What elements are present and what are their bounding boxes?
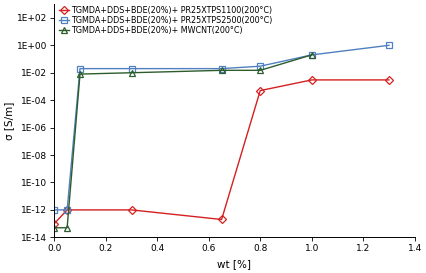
TGMDA+DDS+BDE(20%)+ PR25XTPS1100(200°C): [386, 78, 391, 82]
TGMDA+DDS+BDE(20%)+ PR25XTPS2500(200°C): [258, 64, 263, 68]
Line: TGMDA+DDS+BDE(20%)+ MWCNT(200°C): TGMDA+DDS+BDE(20%)+ MWCNT(200°C): [52, 52, 314, 230]
TGMDA+DDS+BDE(20%)+ MWCNT(200°C): [129, 71, 134, 74]
TGMDA+DDS+BDE(20%)+ MWCNT(200°C): [309, 53, 314, 57]
Legend: TGMDA+DDS+BDE(20%)+ PR25XTPS1100(200°C), TGMDA+DDS+BDE(20%)+ PR25XTPS2500(200°C): TGMDA+DDS+BDE(20%)+ PR25XTPS1100(200°C),…: [59, 5, 274, 36]
X-axis label: wt [%]: wt [%]: [218, 259, 251, 269]
TGMDA+DDS+BDE(20%)+ PR25XTPS1100(200°C): [52, 222, 57, 225]
TGMDA+DDS+BDE(20%)+ MWCNT(200°C): [52, 226, 57, 229]
TGMDA+DDS+BDE(20%)+ MWCNT(200°C): [258, 69, 263, 72]
TGMDA+DDS+BDE(20%)+ MWCNT(200°C): [65, 226, 70, 229]
TGMDA+DDS+BDE(20%)+ MWCNT(200°C): [78, 72, 83, 76]
Line: TGMDA+DDS+BDE(20%)+ PR25XTPS1100(200°C): TGMDA+DDS+BDE(20%)+ PR25XTPS1100(200°C): [52, 77, 392, 226]
Y-axis label: σ [S/m]: σ [S/m]: [4, 102, 14, 140]
TGMDA+DDS+BDE(20%)+ PR25XTPS1100(200°C): [65, 208, 70, 212]
TGMDA+DDS+BDE(20%)+ PR25XTPS1100(200°C): [258, 89, 263, 92]
TGMDA+DDS+BDE(20%)+ MWCNT(200°C): [219, 69, 224, 72]
TGMDA+DDS+BDE(20%)+ PR25XTPS2500(200°C): [219, 67, 224, 70]
TGMDA+DDS+BDE(20%)+ PR25XTPS1100(200°C): [219, 218, 224, 221]
TGMDA+DDS+BDE(20%)+ PR25XTPS2500(200°C): [65, 208, 70, 212]
TGMDA+DDS+BDE(20%)+ PR25XTPS2500(200°C): [78, 67, 83, 70]
TGMDA+DDS+BDE(20%)+ PR25XTPS2500(200°C): [52, 208, 57, 212]
TGMDA+DDS+BDE(20%)+ PR25XTPS1100(200°C): [129, 208, 134, 212]
TGMDA+DDS+BDE(20%)+ PR25XTPS2500(200°C): [386, 44, 391, 47]
Line: TGMDA+DDS+BDE(20%)+ PR25XTPS2500(200°C): TGMDA+DDS+BDE(20%)+ PR25XTPS2500(200°C): [52, 43, 392, 213]
TGMDA+DDS+BDE(20%)+ PR25XTPS2500(200°C): [129, 67, 134, 70]
TGMDA+DDS+BDE(20%)+ PR25XTPS2500(200°C): [309, 53, 314, 57]
TGMDA+DDS+BDE(20%)+ PR25XTPS1100(200°C): [309, 78, 314, 82]
